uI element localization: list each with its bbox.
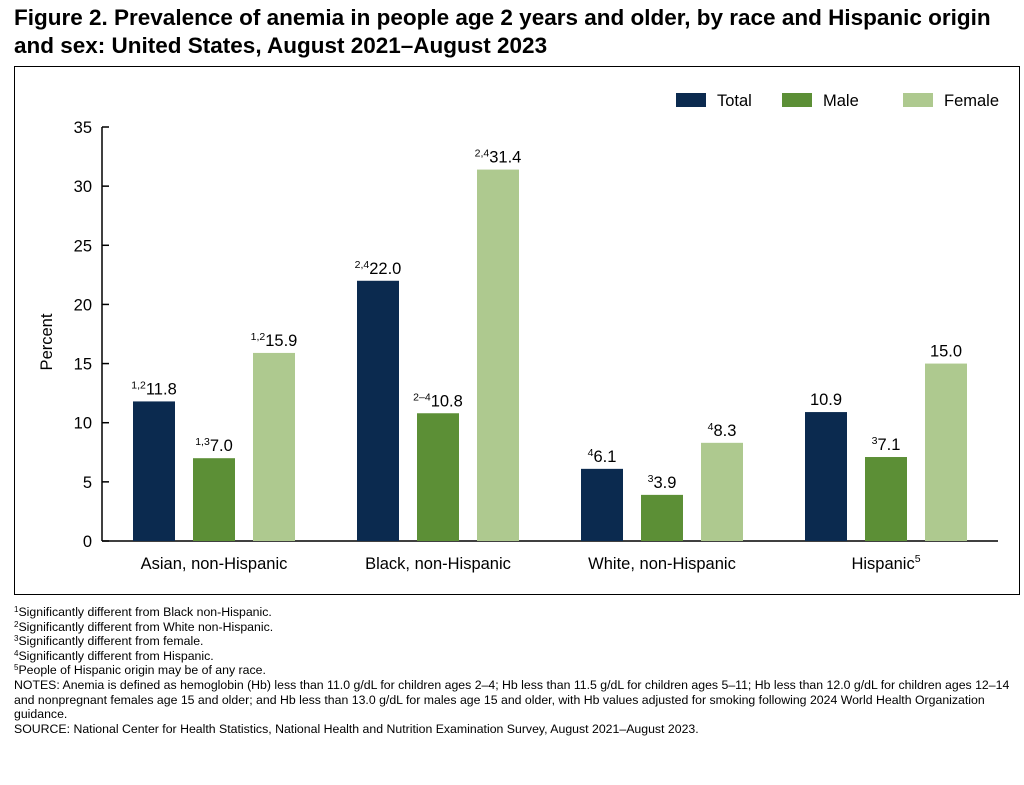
y-tick-label: 30 bbox=[74, 178, 92, 196]
notes-text: NOTES: Anemia is defined as hemoglobin (… bbox=[14, 677, 1010, 722]
footnote-marker: 4 bbox=[14, 648, 19, 658]
y-tick-label: 10 bbox=[74, 415, 92, 433]
data-label-value: 22.0 bbox=[369, 260, 401, 278]
bar-male bbox=[193, 458, 235, 541]
data-label-superscript: 3 bbox=[872, 435, 878, 447]
y-axis-label: Percent bbox=[38, 313, 56, 370]
data-label: 2–410.8 bbox=[413, 391, 463, 410]
data-label-value: 31.4 bbox=[489, 149, 521, 167]
footnote-marker: 1 bbox=[14, 605, 19, 614]
data-label-value: 7.0 bbox=[210, 437, 233, 455]
data-label-superscript: 3 bbox=[648, 473, 654, 485]
bar-male bbox=[641, 494, 683, 541]
data-label-value: 6.1 bbox=[593, 448, 616, 466]
source-text: SOURCE: National Center for Health Stati… bbox=[14, 721, 699, 736]
footnote-text: People of Hispanic origin may be of any … bbox=[18, 663, 266, 678]
x-category-name: Black, non-Hispanic bbox=[365, 555, 511, 573]
data-label: 48.3 bbox=[708, 421, 737, 440]
footnote-marker: 3 bbox=[14, 634, 19, 644]
bar-female bbox=[701, 442, 743, 541]
data-label: 2,422.0 bbox=[355, 259, 402, 278]
y-tick-label: 20 bbox=[74, 296, 92, 314]
data-label-value: 15.0 bbox=[930, 343, 962, 361]
data-label: 2,431.4 bbox=[475, 148, 522, 167]
data-label-value: 8.3 bbox=[713, 422, 736, 440]
data-label-superscript: 2–4 bbox=[413, 391, 431, 403]
footnote-5: 5People of Hispanic origin may be of any… bbox=[14, 663, 1020, 678]
data-label-value: 15.9 bbox=[265, 332, 297, 350]
x-category-label: White, non-Hispanic bbox=[588, 555, 736, 573]
footnote-2: 2Significantly different from White non-… bbox=[14, 620, 1020, 635]
bar-total bbox=[581, 468, 623, 541]
footnotes: 1Significantly different from Black non-… bbox=[14, 605, 1020, 736]
y-tick-label: 0 bbox=[83, 533, 92, 551]
footnote-text: Significantly different from Black non-H… bbox=[18, 605, 272, 619]
legend-label-total: Total bbox=[717, 92, 752, 110]
legend-label-male: Male bbox=[823, 92, 859, 110]
legend-swatch-female bbox=[903, 93, 933, 107]
data-label-superscript: 2,4 bbox=[355, 259, 370, 271]
data-label: 46.1 bbox=[588, 447, 617, 466]
footnote-marker: 5 bbox=[14, 663, 19, 673]
data-label-superscript: 2,4 bbox=[475, 148, 490, 160]
bar-female bbox=[253, 352, 295, 541]
y-tick-label: 25 bbox=[74, 237, 92, 255]
x-category-name: Hispanic bbox=[851, 555, 914, 573]
data-label-superscript: 1,3 bbox=[195, 436, 210, 448]
chart-frame: 0 5 10 15 20 25 30 35 Percent 1,211.8 1,37.0 1,215.… bbox=[14, 66, 1020, 595]
data-label: 37.1 bbox=[872, 435, 901, 454]
y-tick-label: 15 bbox=[74, 356, 92, 374]
x-category-name: White, non-Hispanic bbox=[588, 555, 736, 573]
data-label: 33.9 bbox=[648, 473, 677, 492]
bar-total bbox=[357, 280, 399, 541]
y-tick-label: 35 bbox=[74, 119, 92, 137]
data-label: 10.9 bbox=[810, 391, 842, 409]
data-label-value: 3.9 bbox=[653, 474, 676, 492]
legend-swatch-male bbox=[782, 93, 812, 107]
footnote-marker: 2 bbox=[14, 619, 19, 629]
footnote-text: Significantly different from Hispanic. bbox=[18, 648, 214, 663]
data-label: 15.0 bbox=[930, 343, 962, 361]
y-tick-label: 5 bbox=[83, 474, 92, 492]
x-category-label: Hispanic5 bbox=[851, 553, 920, 573]
footnote-text: Significantly different from White non-H… bbox=[18, 619, 274, 634]
data-label-superscript: 4 bbox=[588, 447, 594, 459]
data-label-superscript: 4 bbox=[708, 421, 714, 433]
bar-male bbox=[417, 413, 459, 541]
data-label-value: 11.8 bbox=[146, 380, 177, 398]
data-label: 1,215.9 bbox=[251, 331, 298, 350]
data-label-value: 10.9 bbox=[810, 391, 842, 409]
x-category-label: Black, non-Hispanic bbox=[365, 555, 511, 573]
data-label: 1,37.0 bbox=[195, 436, 233, 455]
data-label-value: 10.8 bbox=[431, 392, 463, 410]
bar-male bbox=[865, 457, 907, 541]
bar-female bbox=[925, 363, 967, 541]
legend-swatch-total bbox=[676, 93, 706, 107]
footnote-1: 1Significantly different from Black non-… bbox=[14, 605, 1020, 620]
footnote-4: 4Significantly different from Hispanic. bbox=[14, 649, 1020, 664]
bar-total bbox=[133, 401, 175, 541]
data-label-superscript: 1,2 bbox=[251, 331, 266, 343]
footnote-3: 3Significantly different from female. bbox=[14, 634, 1020, 649]
figure-title: Figure 2. Prevalence of anemia in people… bbox=[14, 5, 991, 58]
data-label: 1,211.8 bbox=[131, 379, 177, 398]
bar-chart: 05101520253035Percent1,211.81,37.01,215.… bbox=[38, 92, 999, 573]
x-category-superscript: 5 bbox=[915, 553, 921, 565]
x-category-label: Asian, non-Hispanic bbox=[141, 555, 288, 573]
footnote-list: 1Significantly different from Black non-… bbox=[14, 605, 1020, 678]
legend-label-female: Female bbox=[944, 92, 999, 110]
bar-female bbox=[477, 169, 519, 541]
data-label-superscript: 1,2 bbox=[131, 379, 146, 391]
bar-total bbox=[805, 412, 847, 541]
x-category-name: Asian, non-Hispanic bbox=[141, 555, 288, 573]
data-label-value: 7.1 bbox=[877, 436, 900, 454]
footnote-text: Significantly different from female. bbox=[18, 634, 204, 649]
